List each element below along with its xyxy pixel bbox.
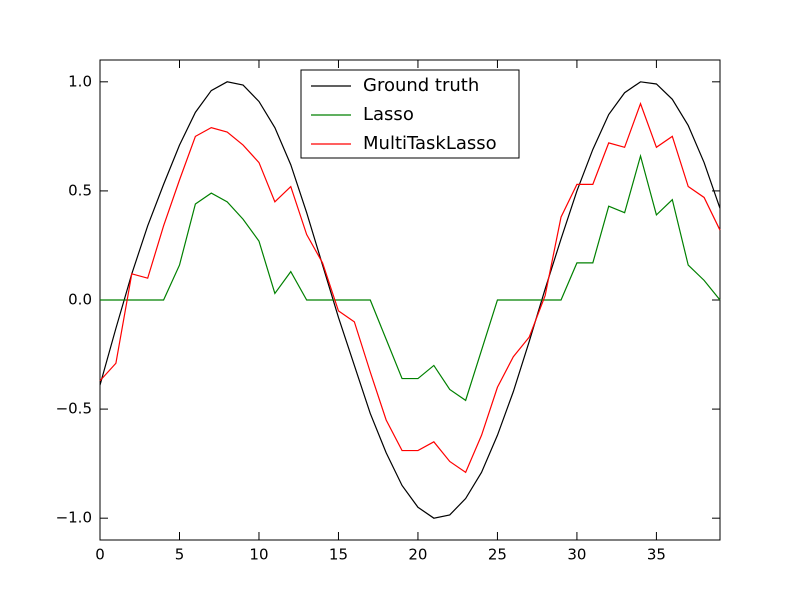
x-tick-label: 5 — [175, 546, 185, 564]
y-tick-label: −1.0 — [56, 509, 92, 527]
x-tick-label: 25 — [488, 546, 507, 564]
series-line — [99, 81, 721, 519]
legend-box — [300, 69, 520, 159]
y-tick-label: −0.5 — [56, 400, 92, 418]
x-tick-label: 15 — [329, 546, 348, 564]
x-tick-label: 20 — [408, 546, 427, 564]
y-tick-label: 1.0 — [68, 72, 92, 90]
y-tick-label: 0.5 — [68, 181, 92, 199]
legend-label: Lasso — [363, 104, 414, 125]
legend-label: MultiTaskLasso — [363, 133, 497, 154]
series-line — [99, 101, 721, 474]
x-tick-label: 10 — [249, 546, 268, 564]
y-tick-label: 0.0 — [68, 291, 92, 309]
x-tick-label: 30 — [567, 546, 586, 564]
x-tick-label: 35 — [647, 546, 666, 564]
x-tick-label: 0 — [95, 546, 105, 564]
legend-label: Ground truth — [363, 75, 479, 96]
series-line — [100, 153, 721, 402]
